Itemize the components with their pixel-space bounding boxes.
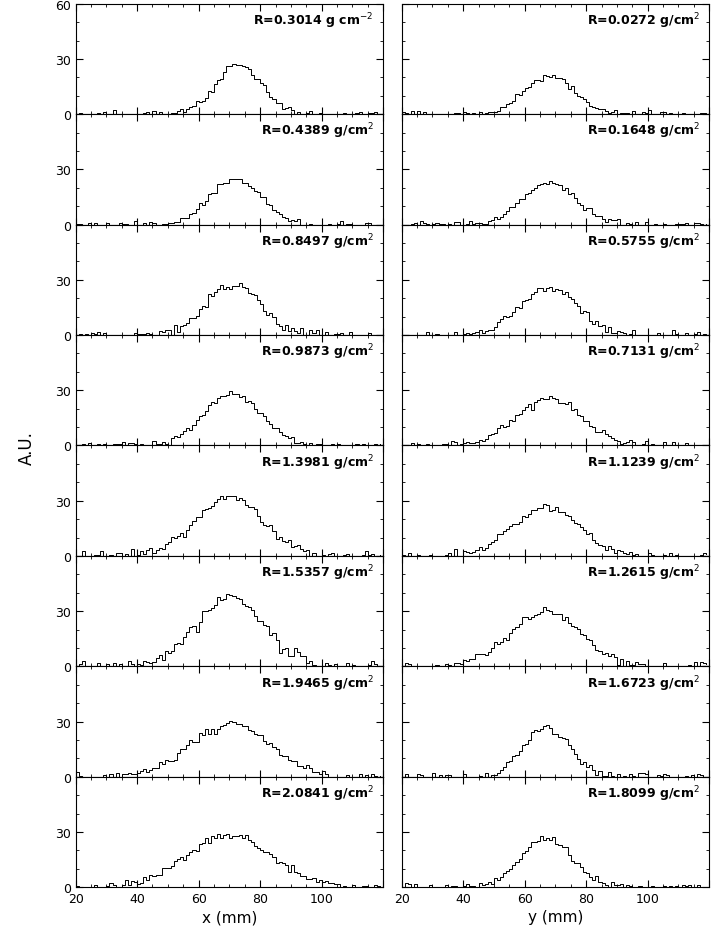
Text: R=1.9465 g/cm$^{2}$: R=1.9465 g/cm$^{2}$	[261, 673, 374, 693]
Text: R=1.2615 g/cm$^{2}$: R=1.2615 g/cm$^{2}$	[587, 563, 700, 583]
Text: R=1.3981 g/cm$^{2}$: R=1.3981 g/cm$^{2}$	[261, 452, 374, 472]
Text: R=0.0272 g/cm$^{2}$: R=0.0272 g/cm$^{2}$	[587, 11, 700, 31]
Text: R=0.9873 g/cm$^{2}$: R=0.9873 g/cm$^{2}$	[261, 343, 374, 362]
Text: R=0.1648 g/cm$^{2}$: R=0.1648 g/cm$^{2}$	[587, 122, 700, 141]
Text: R=0.8497 g/cm$^{2}$: R=0.8497 g/cm$^{2}$	[261, 232, 374, 251]
Text: R=1.6723 g/cm$^{2}$: R=1.6723 g/cm$^{2}$	[587, 673, 700, 693]
Text: R=2.0841 g/cm$^{2}$: R=2.0841 g/cm$^{2}$	[261, 783, 374, 803]
Text: R=0.4389 g/cm$^{2}$: R=0.4389 g/cm$^{2}$	[261, 122, 374, 141]
Text: R=1.8099 g/cm$^{2}$: R=1.8099 g/cm$^{2}$	[587, 783, 700, 803]
Text: R=1.1239 g/cm$^{2}$: R=1.1239 g/cm$^{2}$	[587, 452, 700, 472]
Text: A.U.: A.U.	[18, 430, 36, 465]
Text: R=0.5755 g/cm$^{2}$: R=0.5755 g/cm$^{2}$	[587, 232, 700, 251]
X-axis label: x (mm): x (mm)	[202, 909, 257, 924]
Text: R=1.5357 g/cm$^{2}$: R=1.5357 g/cm$^{2}$	[261, 563, 374, 583]
Text: R=0.3014 g cm$^{-2}$: R=0.3014 g cm$^{-2}$	[253, 11, 374, 31]
X-axis label: y (mm): y (mm)	[528, 909, 583, 924]
Text: R=0.7131 g/cm$^{2}$: R=0.7131 g/cm$^{2}$	[587, 343, 700, 362]
